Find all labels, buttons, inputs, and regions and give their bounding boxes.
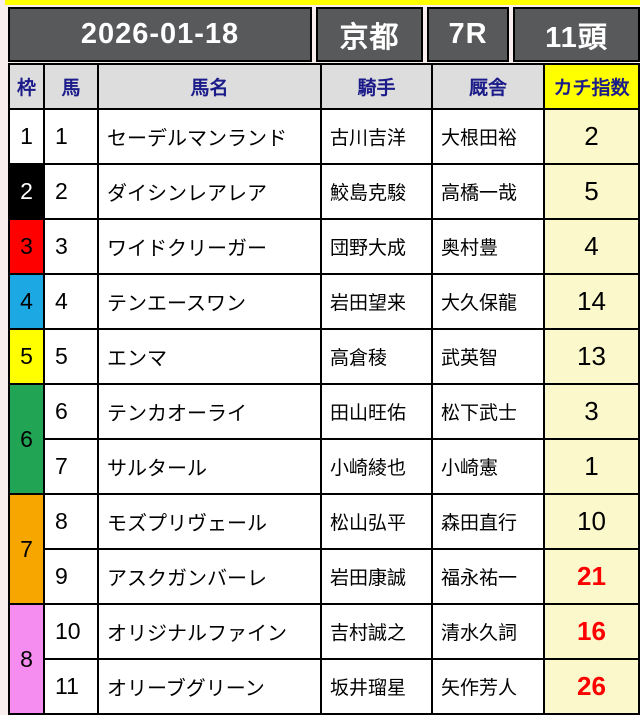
horse-number-cell: 4	[43, 273, 99, 330]
col-header-index: カチ指数	[543, 63, 640, 110]
table-row: 5 5 エンマ 高倉稜 武英智 13	[8, 328, 640, 385]
horse-number-cell: 9	[43, 548, 99, 605]
horse-number-cell: 1	[43, 108, 99, 165]
table-row: 8 10 オリジナルファイン 吉村誠之 清水久詞 16	[8, 603, 640, 715]
stable-cell: 武英智	[431, 328, 545, 385]
table-row: 7 8 モズプリヴェール 松山弘平 森田直行 10	[8, 493, 640, 605]
jockey-cell: 古川吉洋	[320, 108, 433, 165]
table-header-row: 枠 馬 馬名 騎手 厩舎 カチ指数	[8, 63, 640, 110]
col-header-number: 馬	[43, 63, 99, 110]
index-cell: 16	[543, 603, 640, 660]
col-header-jockey: 騎手	[320, 63, 433, 110]
index-cell: 3	[543, 383, 640, 440]
jockey-cell: 松山弘平	[320, 493, 433, 550]
index-cell: 26	[543, 658, 640, 715]
index-cell: 14	[543, 273, 640, 330]
index-cell: 4	[543, 218, 640, 275]
index-cell: 1	[543, 438, 640, 495]
horse-number-cell: 11	[43, 658, 99, 715]
frame-cell: 8	[8, 603, 45, 715]
col-header-stable: 厩舎	[431, 63, 545, 110]
table-row: 2 2 ダイシンレアレア 鮫島克駿 高橋一哉 5	[8, 163, 640, 220]
frame-cell: 4	[8, 273, 45, 330]
frame-cell: 6	[8, 383, 45, 495]
jockey-cell: 田山旺佑	[320, 383, 433, 440]
jockey-cell: 鮫島克駿	[320, 163, 433, 220]
frame-cell: 7	[8, 493, 45, 605]
horse-number-cell: 8	[43, 493, 99, 550]
jockey-cell: 高倉稜	[320, 328, 433, 385]
horse-name-cell: モズプリヴェール	[97, 493, 322, 550]
race-venue: 京都	[316, 7, 423, 62]
horse-name-cell: ダイシンレアレア	[97, 163, 322, 220]
race-card-table: 枠 馬 馬名 騎手 厩舎 カチ指数 1 1 セーデルマンランド 古川吉洋 大根田…	[8, 63, 640, 715]
horse-number-cell: 5	[43, 328, 99, 385]
col-header-name: 馬名	[97, 63, 322, 110]
stable-cell: 小崎憲	[431, 438, 545, 495]
index-cell: 2	[543, 108, 640, 165]
table-row: 4 4 テンエースワン 岩田望来 大久保龍 14	[8, 273, 640, 330]
horse-name-cell: アスクガンバーレ	[97, 548, 322, 605]
race-date: 2026-01-18	[8, 7, 312, 62]
stable-cell: 奥村豊	[431, 218, 545, 275]
stable-cell: 高橋一哉	[431, 163, 545, 220]
horse-name-cell: エンマ	[97, 328, 322, 385]
horse-number-cell: 2	[43, 163, 99, 220]
horse-number-cell: 3	[43, 218, 99, 275]
frame-cell: 1	[8, 108, 45, 165]
jockey-cell: 岩田望来	[320, 273, 433, 330]
table-row: 1 1 セーデルマンランド 古川吉洋 大根田裕 2	[8, 108, 640, 165]
frame-cell: 2	[8, 163, 45, 220]
horse-number-cell: 7	[43, 438, 99, 495]
horse-name-cell: セーデルマンランド	[97, 108, 322, 165]
top-accent-strip	[5, 0, 640, 5]
horse-name-cell: ワイドクリーガー	[97, 218, 322, 275]
race-field-size: 11頭	[513, 7, 640, 62]
frame-cell: 3	[8, 218, 45, 275]
race-number: 7R	[427, 7, 509, 62]
horse-number-cell: 10	[43, 603, 99, 660]
stable-cell: 矢作芳人	[431, 658, 545, 715]
horse-number-cell: 6	[43, 383, 99, 440]
horse-name-cell: テンエースワン	[97, 273, 322, 330]
table-row: 9 アスクガンバーレ 岩田康誠 福永祐一 21	[9, 548, 640, 605]
index-cell: 10	[543, 493, 640, 550]
table-row: 11 オリーブグリーン 坂井瑠星 矢作芳人 26	[9, 658, 640, 715]
frame-cell: 5	[8, 328, 45, 385]
horse-name-cell: テンカオーライ	[97, 383, 322, 440]
table-row: 3 3 ワイドクリーガー 団野大成 奥村豊 4	[8, 218, 640, 275]
horse-name-cell: オリーブグリーン	[97, 658, 322, 715]
horse-name-cell: サルタール	[97, 438, 322, 495]
horse-name-cell: オリジナルファイン	[97, 603, 322, 660]
stable-cell: 大根田裕	[431, 108, 545, 165]
table-row: 6 6 テンカオーライ 田山旺佑 松下武士 3	[8, 383, 640, 495]
stable-cell: 森田直行	[431, 493, 545, 550]
stable-cell: 福永祐一	[431, 548, 545, 605]
jockey-cell: 団野大成	[320, 218, 433, 275]
index-cell: 13	[543, 328, 640, 385]
race-header-bar: 2026-01-18 京都 7R 11頭	[8, 7, 640, 62]
index-cell: 5	[543, 163, 640, 220]
jockey-cell: 吉村誠之	[320, 603, 433, 660]
col-header-frame: 枠	[8, 63, 45, 110]
table-row: 7 サルタール 小崎綾也 小崎憲 1	[9, 438, 640, 495]
jockey-cell: 岩田康誠	[320, 548, 433, 605]
jockey-cell: 小崎綾也	[320, 438, 433, 495]
index-cell: 21	[543, 548, 640, 605]
stable-cell: 清水久詞	[431, 603, 545, 660]
jockey-cell: 坂井瑠星	[320, 658, 433, 715]
stable-cell: 大久保龍	[431, 273, 545, 330]
stable-cell: 松下武士	[431, 383, 545, 440]
